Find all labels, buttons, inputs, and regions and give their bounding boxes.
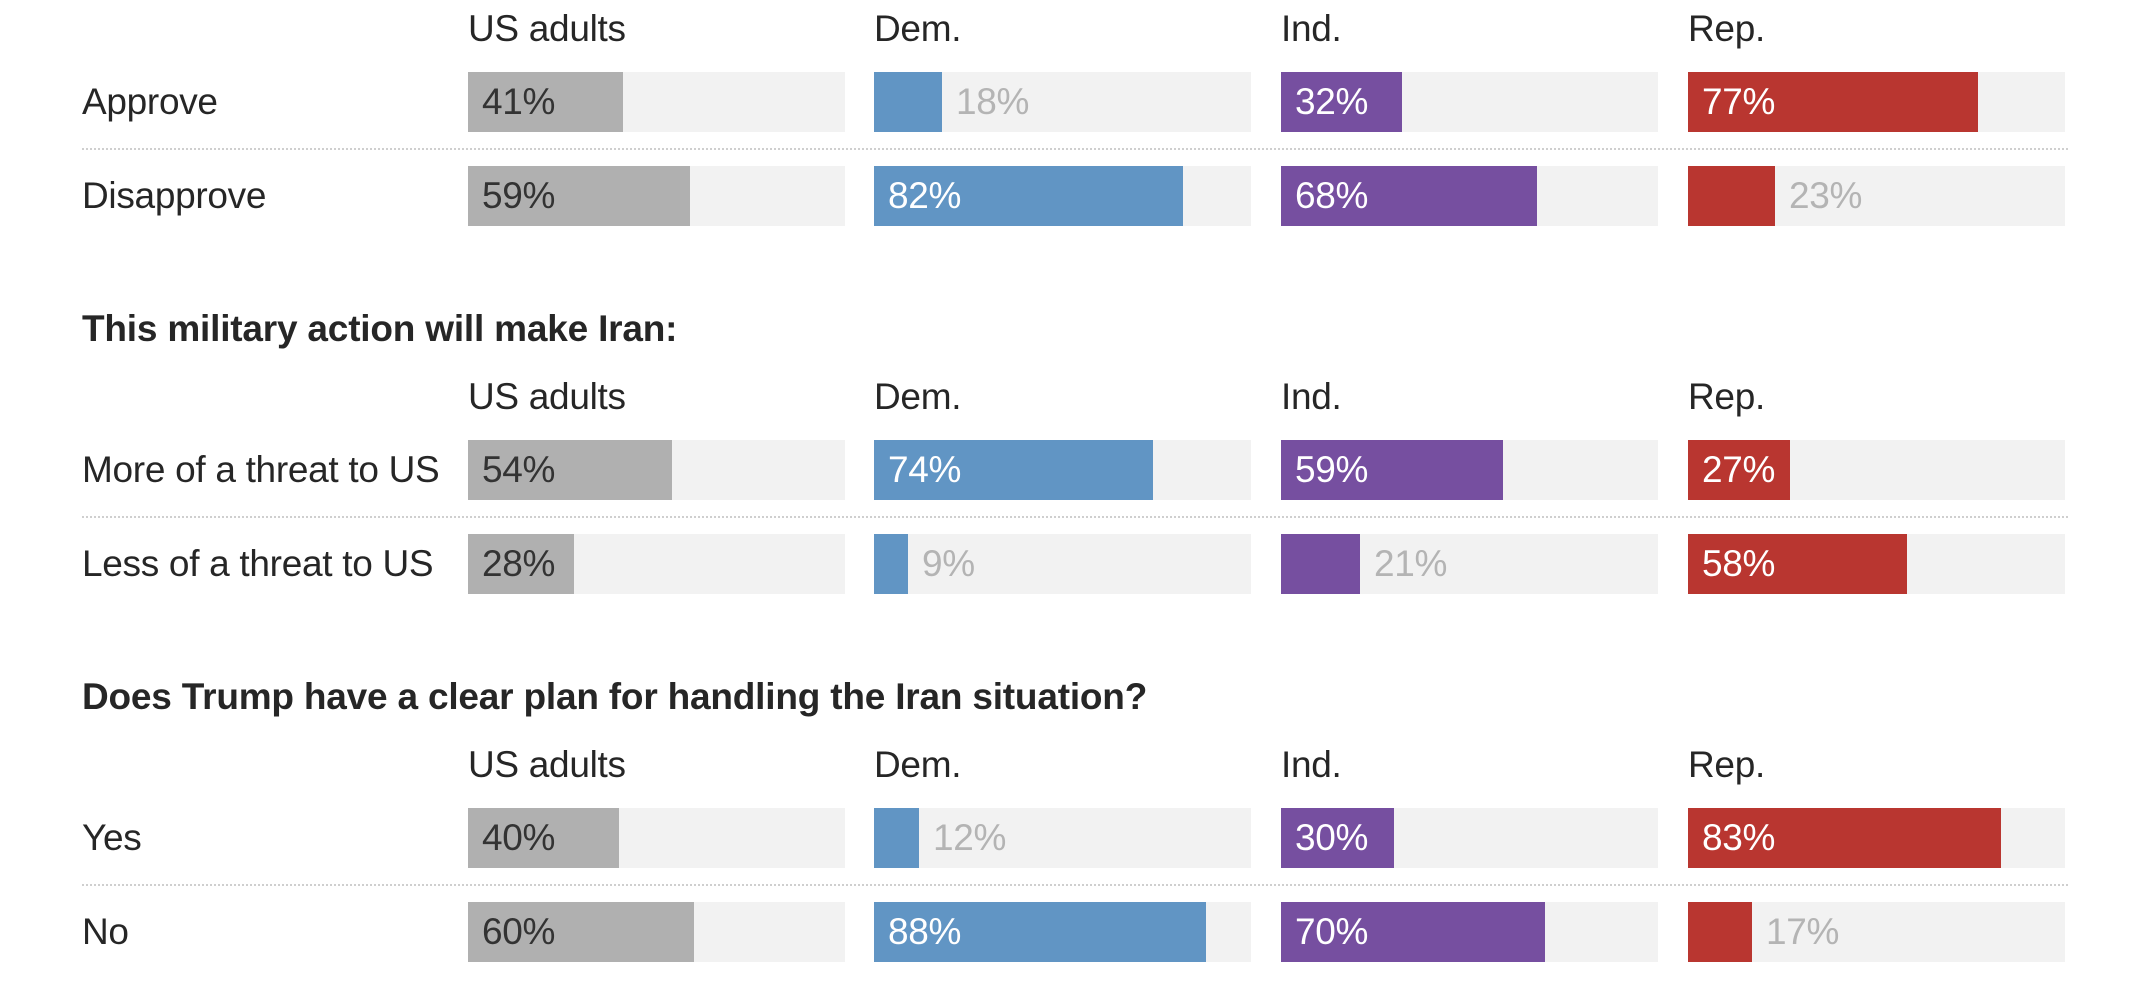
bar-track: 59% [1281, 440, 1658, 500]
column-header: Ind. [1281, 8, 1342, 49]
bar-track: 23% [1688, 166, 2065, 226]
bar-track: 27% [1688, 440, 2065, 500]
bar-track: 9% [874, 534, 1251, 594]
bar-track: 58% [1688, 534, 2065, 594]
column-header: US adults [468, 376, 626, 417]
bar-track: 60% [468, 902, 845, 962]
bar [1688, 72, 1978, 132]
bar [1688, 440, 1790, 500]
row-divider [82, 148, 2068, 150]
bar-track: 59% [468, 166, 845, 226]
column-header: Rep. [1688, 8, 1765, 49]
bar-track: 18% [874, 72, 1251, 132]
bar-track: 77% [1688, 72, 2065, 132]
bar-value-label: 40% [482, 817, 556, 858]
bar [874, 534, 908, 594]
bar [1688, 166, 1775, 226]
bar-track: 41% [468, 72, 845, 132]
bar [1281, 534, 1360, 594]
bar-track: 74% [874, 440, 1251, 500]
column-header: Ind. [1281, 744, 1342, 785]
bar-track: 17% [1688, 902, 2065, 962]
bar-track: 68% [1281, 166, 1658, 226]
bar-value-label: 17% [1766, 911, 1840, 952]
bar-value-label: 9% [922, 543, 975, 584]
bar-value-label: 74% [888, 449, 962, 490]
bar-value-label: 83% [1702, 817, 1776, 858]
row-label: Less of a threat to US [82, 543, 434, 584]
bar-track: 54% [468, 440, 845, 500]
bar-value-label: 23% [1789, 175, 1863, 216]
row-label: Approve [82, 81, 218, 122]
bar-value-label: 60% [482, 911, 556, 952]
section-title: Does Trump have a clear plan for handlin… [82, 676, 1148, 717]
chart-section: US adults Dem. Ind. Rep. Approve 41% 18% 32% 77%… [0, 0, 2137, 300]
bar [468, 534, 574, 594]
bar-track: 12% [874, 808, 1251, 868]
bar-track: 88% [874, 902, 1251, 962]
row-divider [82, 516, 2068, 518]
bar-track: 21% [1281, 534, 1658, 594]
bar-track: 70% [1281, 902, 1658, 962]
bar [1281, 902, 1545, 962]
bar-value-label: 82% [888, 175, 962, 216]
bar [1688, 534, 1907, 594]
bar-value-label: 70% [1295, 911, 1369, 952]
bar-value-label: 68% [1295, 175, 1369, 216]
column-header: Dem. [874, 376, 962, 417]
bar [468, 72, 623, 132]
bar [1281, 440, 1503, 500]
bar-value-label: 27% [1702, 449, 1776, 490]
bar-value-label: 30% [1295, 817, 1369, 858]
bar [874, 166, 1183, 226]
bar [874, 902, 1206, 962]
bar-value-label: 41% [482, 81, 556, 122]
bar [468, 902, 694, 962]
row-label: More of a threat to US [82, 449, 440, 490]
column-header: US adults [468, 8, 626, 49]
bar-track: 30% [1281, 808, 1658, 868]
bar-value-label: 59% [482, 175, 556, 216]
column-header: US adults [468, 744, 626, 785]
bar-track: 32% [1281, 72, 1658, 132]
bar-value-label: 18% [956, 81, 1030, 122]
bar [1688, 808, 2001, 868]
bar-track: 82% [874, 166, 1251, 226]
column-header: Rep. [1688, 744, 1765, 785]
bar [468, 440, 672, 500]
bar-value-label: 28% [482, 543, 556, 584]
bar-track: 40% [468, 808, 845, 868]
row-label: Disapprove [82, 175, 267, 216]
bar-value-label: 59% [1295, 449, 1369, 490]
chart-section: Does Trump have a clear plan for handlin… [0, 672, 2137, 972]
row-label: Yes [82, 817, 142, 858]
bar-value-label: 21% [1374, 543, 1448, 584]
bar-value-label: 88% [888, 911, 962, 952]
bar [468, 808, 619, 868]
bar [468, 166, 690, 226]
bar [1688, 902, 1752, 962]
column-header: Dem. [874, 744, 962, 785]
row-label: No [82, 911, 129, 952]
bar-track: 83% [1688, 808, 2065, 868]
row-divider [82, 884, 2068, 886]
bar-track: 28% [468, 534, 845, 594]
section-title: This military action will make Iran: [82, 308, 678, 349]
column-header: Dem. [874, 8, 962, 49]
bar [1281, 72, 1402, 132]
column-header: Rep. [1688, 376, 1765, 417]
bar [874, 440, 1153, 500]
bar-value-label: 58% [1702, 543, 1776, 584]
column-header: Ind. [1281, 376, 1342, 417]
bar [1281, 808, 1394, 868]
bar [874, 808, 919, 868]
bar [874, 72, 942, 132]
bar-value-label: 54% [482, 449, 556, 490]
bar-value-label: 12% [933, 817, 1007, 858]
bar-value-label: 77% [1702, 81, 1776, 122]
chart-section: This military action will make Iran: US a… [0, 304, 2137, 604]
bar [1281, 166, 1537, 226]
bar-value-label: 32% [1295, 81, 1369, 122]
